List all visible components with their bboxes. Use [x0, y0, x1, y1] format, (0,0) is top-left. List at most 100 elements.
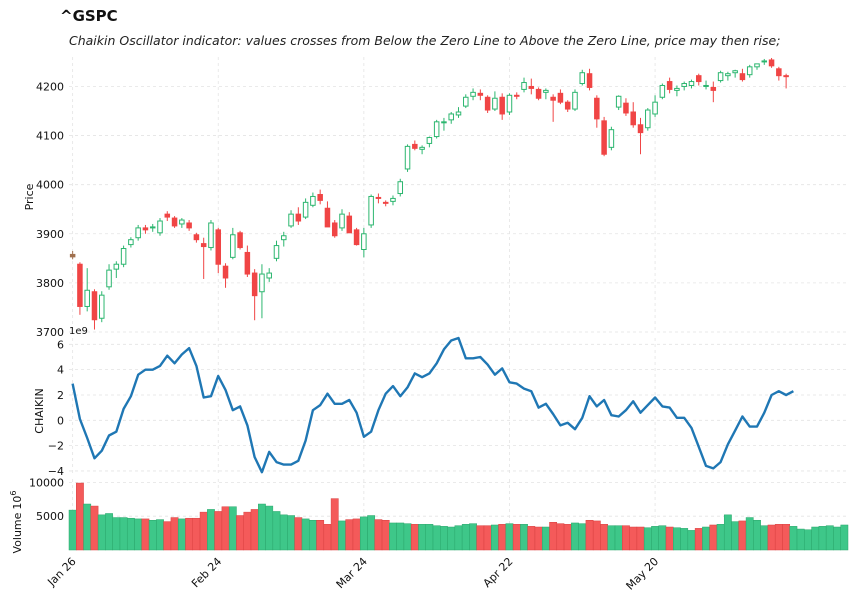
candle-body	[390, 197, 396, 202]
volume-bar	[228, 506, 237, 551]
volume-tick-label: 5000	[36, 510, 64, 523]
candle-body	[564, 101, 571, 110]
candle-body	[513, 94, 520, 97]
chaikin-tick-label: −2	[48, 440, 64, 453]
volume-bar	[796, 528, 805, 551]
volume-bar	[789, 526, 798, 551]
volume-bar	[396, 522, 405, 551]
volume-bar	[782, 524, 791, 551]
candle-body	[725, 73, 731, 77]
candle-body	[135, 227, 141, 239]
volume-axis-label-text: Volume	[11, 512, 24, 553]
candle-body	[222, 265, 229, 279]
candle-body	[397, 181, 404, 195]
price-axis-label: Price	[23, 183, 36, 210]
volume-bar	[294, 517, 303, 551]
volume-bar	[716, 524, 725, 551]
volume-bar	[592, 520, 601, 551]
volume-bar	[359, 516, 368, 551]
volume-bar	[403, 523, 412, 551]
candle-body	[448, 113, 454, 121]
volume-bar	[556, 523, 565, 551]
x-tick-label: Apr 22	[481, 555, 516, 590]
candle-body	[237, 232, 243, 249]
volume-bar	[505, 523, 514, 551]
volume-bar	[418, 524, 426, 551]
candle-body	[608, 129, 615, 148]
candle-body	[659, 84, 666, 98]
volume-bar	[753, 519, 761, 551]
candle-body	[732, 70, 738, 74]
candle-body	[528, 85, 535, 89]
volume-bar	[352, 518, 361, 551]
volume-bar	[665, 526, 674, 551]
volume-bar	[287, 515, 295, 551]
volume-bar	[68, 509, 77, 551]
candle-body	[251, 272, 258, 297]
volume-bar	[134, 518, 143, 551]
candle-body	[739, 73, 746, 81]
volume-bar	[258, 503, 266, 551]
candle-body	[768, 59, 775, 67]
volume-bar	[825, 525, 834, 551]
volume-bar	[622, 525, 630, 551]
candle-body	[368, 195, 374, 226]
candle-body	[761, 60, 768, 63]
volume-bar	[694, 528, 703, 551]
volume-bar	[265, 505, 274, 551]
volume-bar	[534, 526, 543, 551]
candle-body	[615, 95, 622, 108]
chaikin-tick-label: 6	[57, 338, 64, 351]
candle-body	[754, 63, 760, 68]
volume-bar	[126, 517, 135, 551]
volume-bar	[549, 522, 558, 551]
candle-body	[455, 111, 462, 116]
candle-body	[69, 253, 76, 258]
volume-bar	[250, 509, 259, 551]
candle-body	[484, 96, 491, 111]
volume-axis-unit-base: 10	[11, 496, 24, 510]
volume-bar	[192, 517, 201, 551]
volume-bar	[367, 515, 376, 551]
volume-bar	[410, 524, 419, 551]
candle-body	[630, 111, 636, 126]
volume-bar	[374, 519, 383, 551]
volume-bar	[745, 517, 754, 551]
candle-body	[157, 220, 163, 234]
volume-bar	[316, 519, 325, 551]
candle-body	[681, 83, 687, 87]
volume-bar	[614, 525, 623, 551]
volume-axis-unit-exponent: 6	[9, 490, 18, 495]
volume-bar	[469, 523, 477, 551]
chaikin-y-ticks: −4 −2 0 2 4 6	[48, 338, 64, 478]
volume-bar	[811, 526, 820, 551]
volume-bar	[818, 526, 827, 551]
chart-title: ^GSPC	[60, 7, 118, 25]
volume-bar	[658, 525, 667, 551]
candle-body	[208, 222, 214, 249]
candle-body	[193, 234, 200, 241]
volume-bar	[112, 517, 121, 551]
candle-body	[171, 217, 178, 227]
volume-bar	[381, 519, 390, 551]
volume-bar	[643, 527, 652, 551]
candle-body	[717, 72, 724, 82]
volume-bar	[345, 519, 354, 551]
candle-body	[142, 227, 149, 231]
candle-body	[99, 294, 105, 319]
candle-body	[601, 120, 607, 155]
volume-bar	[97, 514, 106, 551]
volume-bar	[83, 503, 92, 551]
chaikin-line	[71, 336, 794, 474]
volume-bar	[483, 525, 492, 551]
volume-bar	[432, 525, 441, 551]
candle-body	[543, 89, 549, 93]
candle-body	[200, 243, 207, 248]
candle-body	[259, 273, 265, 293]
candle-body	[77, 263, 83, 307]
candle-body	[703, 84, 709, 87]
volume-bar	[840, 524, 849, 551]
candle-body	[353, 229, 360, 246]
volume-y-ticks: 5000 10000	[29, 476, 64, 523]
